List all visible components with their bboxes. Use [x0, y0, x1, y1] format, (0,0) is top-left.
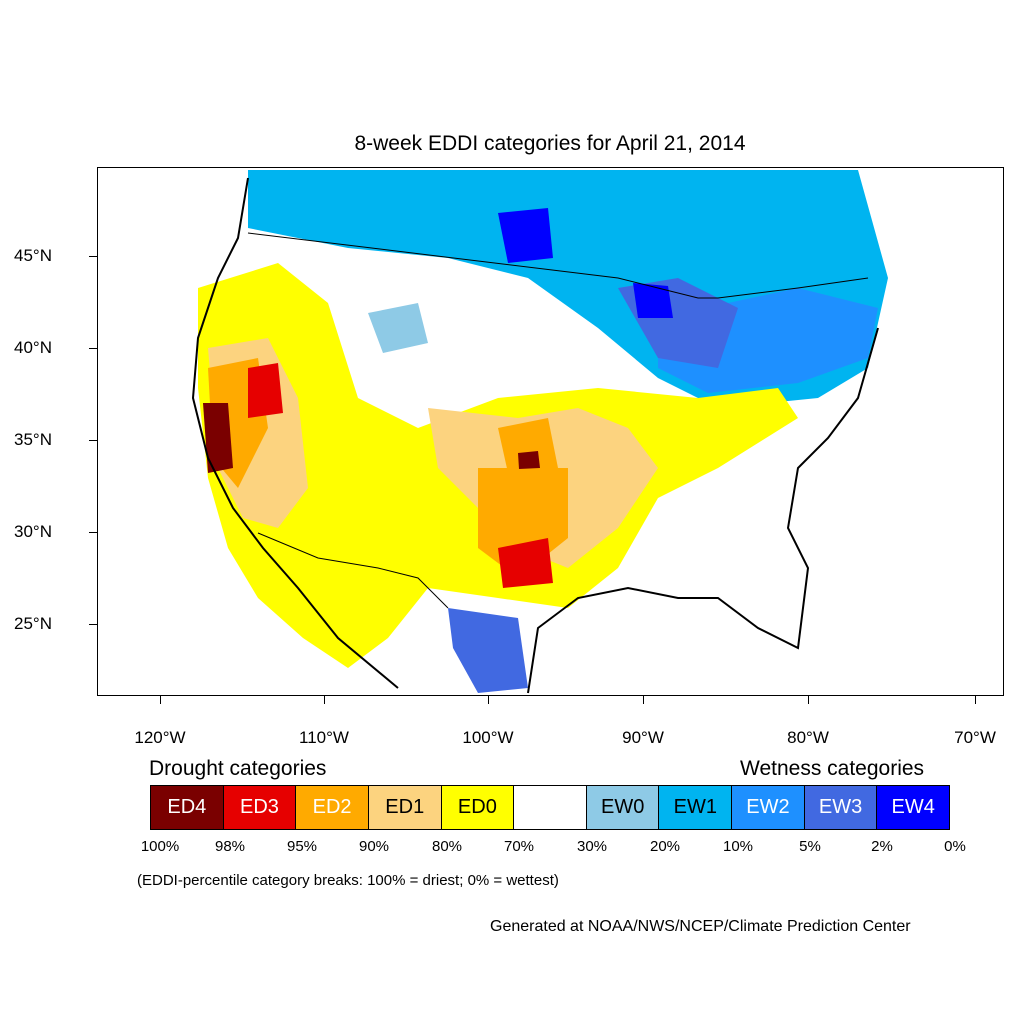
- break-label-95: 95%: [286, 838, 318, 855]
- lat-tick: [89, 348, 97, 349]
- wet-spot-superior: [498, 208, 553, 263]
- us-canada-border: [247, 232, 869, 299]
- break-label-70: 70%: [503, 838, 535, 855]
- break-label-10: 10%: [722, 838, 754, 855]
- drought-core-california: [203, 403, 233, 473]
- lat-label-30n: 30°N: [14, 522, 52, 541]
- legend-cell-ed3: ED3: [223, 786, 297, 829]
- wet-spot-michigan: [633, 283, 673, 318]
- category-legend-bar: ED4 ED3 ED2 ED1 ED0 EW0 EW1 EW2 EW3 EW4: [150, 785, 950, 830]
- lon-tick: [160, 696, 161, 704]
- eddi-map: [191, 170, 888, 694]
- drought-spot-oklahoma: [498, 538, 553, 588]
- lat-tick: [89, 440, 97, 441]
- legend-cell-ew3: EW3: [804, 786, 878, 829]
- lat-tick: [89, 256, 97, 257]
- legend-cell-ed4: ED4: [151, 786, 224, 829]
- drought-spot-nevada: [248, 363, 283, 418]
- coastline: [191, 177, 879, 694]
- credit-line: Generated at NOAA/NWS/NCEP/Climate Predi…: [490, 918, 911, 935]
- drought-spot-kansas: [518, 451, 540, 469]
- lon-tick: [975, 696, 976, 704]
- lon-tick: [643, 696, 644, 704]
- legend-cell-ed1: ED1: [368, 786, 442, 829]
- lon-label-90w: 90°W: [622, 728, 664, 747]
- map-title: 8-week EDDI categories for April 21, 201…: [354, 132, 746, 155]
- lon-label-80w: 80°W: [787, 728, 829, 747]
- break-label-20: 20%: [649, 838, 681, 855]
- wetness-categories-heading: Wetness categories: [740, 757, 925, 780]
- lon-label-120w: 120°W: [134, 728, 186, 747]
- break-label-100: 100%: [140, 838, 180, 855]
- break-label-80: 80%: [431, 838, 463, 855]
- lon-tick: [808, 696, 809, 704]
- break-label-5: 5%: [799, 838, 821, 855]
- legend-cell-ed0: ED0: [441, 786, 515, 829]
- break-label-30: 30%: [576, 838, 608, 855]
- lat-tick: [89, 624, 97, 625]
- lat-label-25n: 25°N: [14, 614, 52, 633]
- lat-label-45n: 45°N: [14, 246, 52, 265]
- map-frame: [97, 167, 1004, 696]
- lon-tick: [488, 696, 489, 704]
- lon-label-110w: 110°W: [299, 728, 349, 747]
- drought-region-kansas: [498, 418, 558, 473]
- lat-tick: [89, 532, 97, 533]
- break-label-98: 98%: [214, 838, 246, 855]
- wet-pocket-plains: [368, 303, 428, 353]
- lon-label-70w: 70°W: [954, 728, 996, 747]
- lat-label-35n: 35°N: [14, 430, 52, 449]
- break-label-90: 90%: [358, 838, 390, 855]
- break-label-0: 0%: [944, 838, 966, 855]
- wet-region-gulf: [448, 608, 528, 693]
- legend-cell-neutral: [514, 786, 587, 829]
- legend-cell-ed2: ED2: [296, 786, 369, 829]
- legend-cell-ew2: EW2: [732, 786, 805, 829]
- lon-tick: [324, 696, 325, 704]
- legend-cell-ew0: EW0: [586, 786, 660, 829]
- legend-cell-ew1: EW1: [659, 786, 733, 829]
- lat-label-40n: 40°N: [14, 338, 52, 357]
- category-breaks-note: (EDDI-percentile category breaks: 100% =…: [137, 872, 559, 889]
- lon-label-100w: 100°W: [462, 728, 514, 747]
- legend-cell-ew4: EW4: [877, 786, 950, 829]
- break-label-2: 2%: [871, 838, 893, 855]
- drought-categories-heading: Drought categories: [149, 757, 327, 780]
- us-mexico-border: [257, 532, 449, 609]
